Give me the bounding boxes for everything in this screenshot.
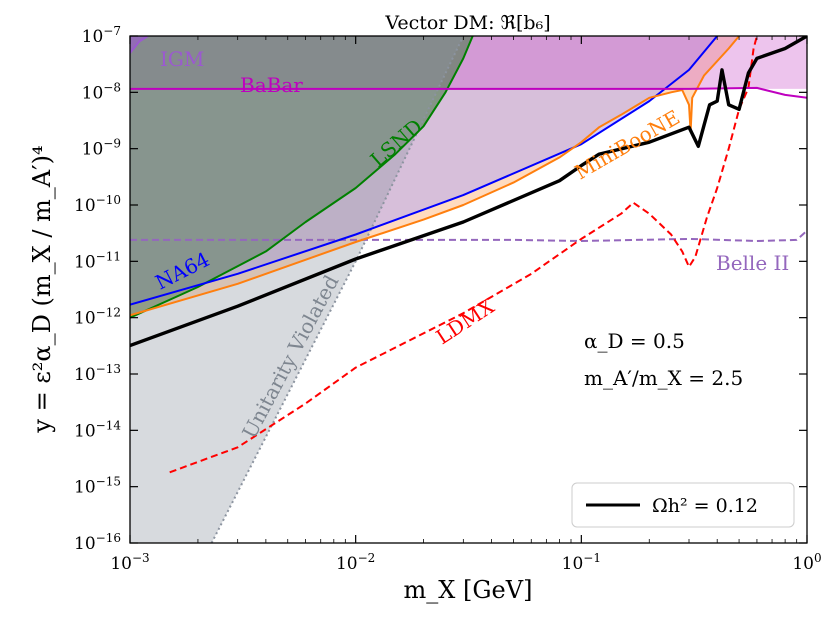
plot-frame: [129, 35, 808, 544]
y-axis-title: y = ε²α_D (m_X / m_A′)⁴: [28, 145, 56, 433]
x-tick-label: 100: [792, 551, 821, 574]
lsnd-excluded-region: [130, 36, 473, 318]
param-alpha-d: α_D = 0.5: [584, 329, 685, 353]
y-tick-label: 10−13: [74, 362, 121, 385]
x-axis-title: m_X [GeV]: [404, 576, 533, 604]
legend-label: Ωh² = 0.12: [652, 495, 758, 517]
unitarity-violated-region: [130, 36, 464, 543]
legend-box: [571, 482, 795, 528]
x-tick-label: 10−2: [336, 551, 375, 574]
y-tick-label: 10−7: [82, 24, 121, 47]
belle2-label: Belle II: [716, 251, 789, 275]
babar-label: BaBar: [240, 73, 303, 97]
y-tick-label: 10−9: [82, 137, 121, 160]
babar-line: [130, 86, 807, 99]
param-mass-ratio: m_A′/m_X = 2.5: [584, 366, 743, 390]
ldmx-line: [169, 36, 758, 474]
ldmx-label: LDMX: [432, 294, 499, 349]
y-tick-label: 10−8: [82, 80, 121, 103]
unitarity-violated-line: [210, 36, 465, 543]
igm-excluded-region: [130, 36, 148, 53]
y-tick-label: 10−12: [74, 306, 121, 329]
belle-ii-line: [130, 229, 807, 242]
igm-line: [130, 36, 149, 54]
na64-line: [130, 36, 718, 306]
relic-density-line: [130, 36, 807, 348]
legend: Ωh² = 0.12: [571, 482, 795, 528]
y-tick-label: 10−16: [74, 531, 121, 554]
igm-label: IGM: [160, 47, 204, 71]
y-tick-label: 10−10: [74, 193, 121, 216]
y-tick-label: 10−14: [74, 418, 121, 441]
x-tick-label: 10−1: [562, 551, 601, 574]
lsnd-line: [130, 36, 474, 319]
miniboone-line: [130, 36, 740, 317]
x-tick-label: 10−3: [110, 551, 149, 574]
chart-title: Vector DM: ℜ[b₆]: [384, 12, 550, 34]
y-tick-label: 10−11: [74, 249, 121, 272]
y-tick-label: 10−15: [74, 475, 121, 498]
